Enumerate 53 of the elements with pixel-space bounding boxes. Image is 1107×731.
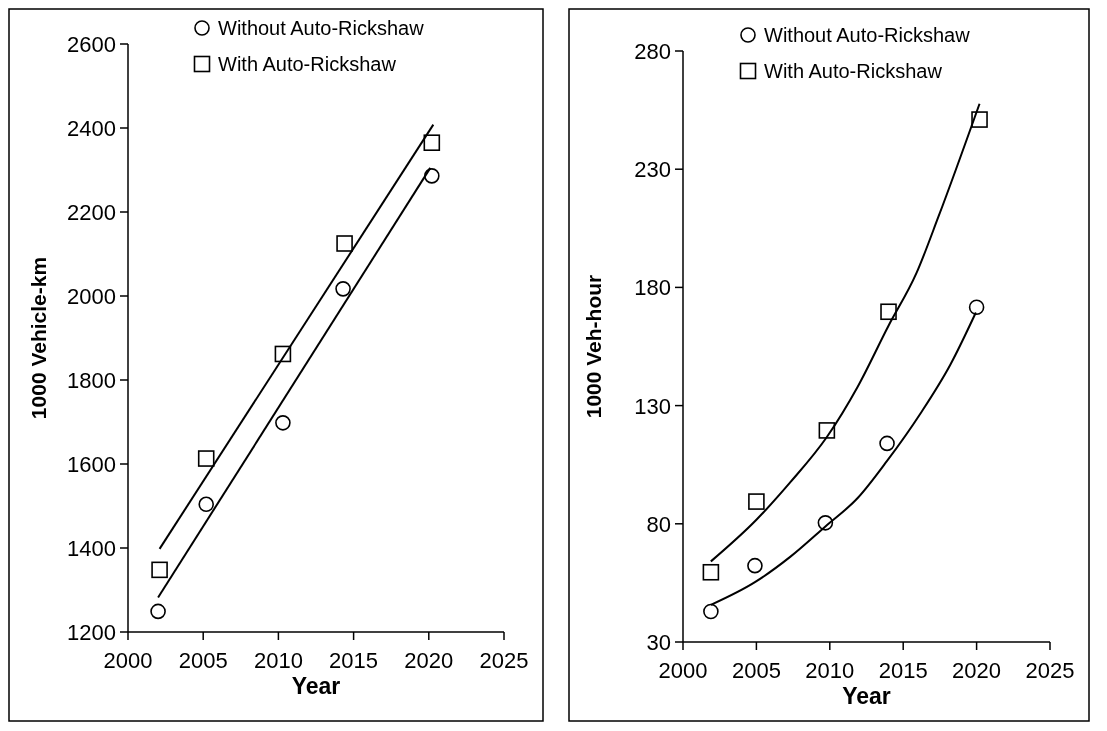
x-axis-title: Year	[291, 673, 341, 699]
y-tick-label: 2200	[67, 200, 116, 225]
point	[197, 450, 215, 467]
y-tick-label: 80	[646, 511, 671, 537]
point	[702, 563, 720, 581]
point	[274, 345, 292, 363]
y-axis-title: 1000 Veh-hour	[582, 274, 605, 419]
point	[818, 422, 836, 439]
x-tick-label: 2020	[952, 658, 1002, 683]
x-tick-label: 2005	[731, 658, 781, 683]
y-tick-label: 30	[646, 630, 671, 655]
point	[423, 134, 441, 151]
legend-label: With Auto-Rickshaw	[764, 60, 943, 82]
point	[968, 299, 985, 316]
x-tick-label: 2020	[404, 648, 454, 673]
point	[150, 603, 166, 620]
point	[198, 496, 215, 513]
y-tick-label: 130	[634, 393, 671, 419]
point	[151, 561, 168, 579]
legend-label: Without Auto-Rickshaw	[764, 24, 971, 46]
y-tick-label: 1400	[67, 536, 116, 561]
y-tick-label: 1600	[67, 452, 116, 477]
x-tick-label: 2005	[178, 648, 228, 673]
x-tick-label: 2010	[805, 658, 855, 683]
point	[275, 415, 291, 431]
point	[747, 557, 763, 574]
y-tick-label: 280	[634, 39, 671, 64]
x-tick-label: 2025	[479, 648, 529, 673]
legend-label: With Auto-Rickshaw	[218, 53, 397, 75]
point	[879, 435, 895, 452]
x-tick-label: 2010	[253, 648, 303, 673]
point	[335, 281, 351, 297]
y-tick-label: 2400	[67, 116, 116, 141]
legend-label: Without Auto-Rickshaw	[218, 17, 425, 39]
y-axis-title: 1000 Vehicle-km	[27, 256, 50, 420]
point	[703, 603, 719, 620]
y-tick-label: 2000	[67, 284, 116, 309]
x-tick-label: 2015	[329, 648, 379, 673]
point	[424, 168, 440, 184]
x-axis-title: Year	[842, 683, 891, 709]
y-tick-label: 1200	[67, 620, 116, 645]
x-tick-label: 2015	[878, 658, 928, 683]
y-tick-label: 2600	[67, 32, 116, 57]
x-tick-label: 2025	[1025, 658, 1075, 683]
point	[971, 111, 988, 128]
point	[336, 235, 353, 252]
y-tick-label: 180	[634, 275, 671, 301]
x-tick-label: 2000	[103, 648, 153, 673]
point	[880, 303, 897, 321]
y-tick-label: 230	[634, 157, 671, 183]
point	[817, 515, 834, 531]
y-tick-label: 1800	[67, 368, 116, 393]
point	[748, 493, 765, 510]
